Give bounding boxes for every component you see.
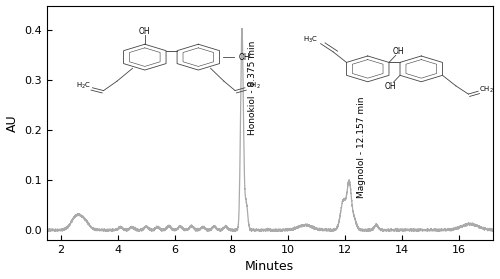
Text: CH$_2$: CH$_2$ <box>246 81 260 92</box>
Text: OH: OH <box>393 47 404 56</box>
Text: H$_2$C: H$_2$C <box>76 80 91 90</box>
Text: Honokiol - 8.375 min: Honokiol - 8.375 min <box>248 41 257 135</box>
X-axis label: Minutes: Minutes <box>245 260 294 273</box>
Text: OH: OH <box>238 53 250 62</box>
Text: H$_3$C: H$_3$C <box>304 34 318 45</box>
Text: OH: OH <box>384 82 396 91</box>
Y-axis label: AU: AU <box>6 114 18 132</box>
Text: CH$_2$: CH$_2$ <box>478 85 494 95</box>
Text: OH: OH <box>139 27 150 36</box>
Text: Magnolol - 12.157 min: Magnolol - 12.157 min <box>357 96 366 198</box>
